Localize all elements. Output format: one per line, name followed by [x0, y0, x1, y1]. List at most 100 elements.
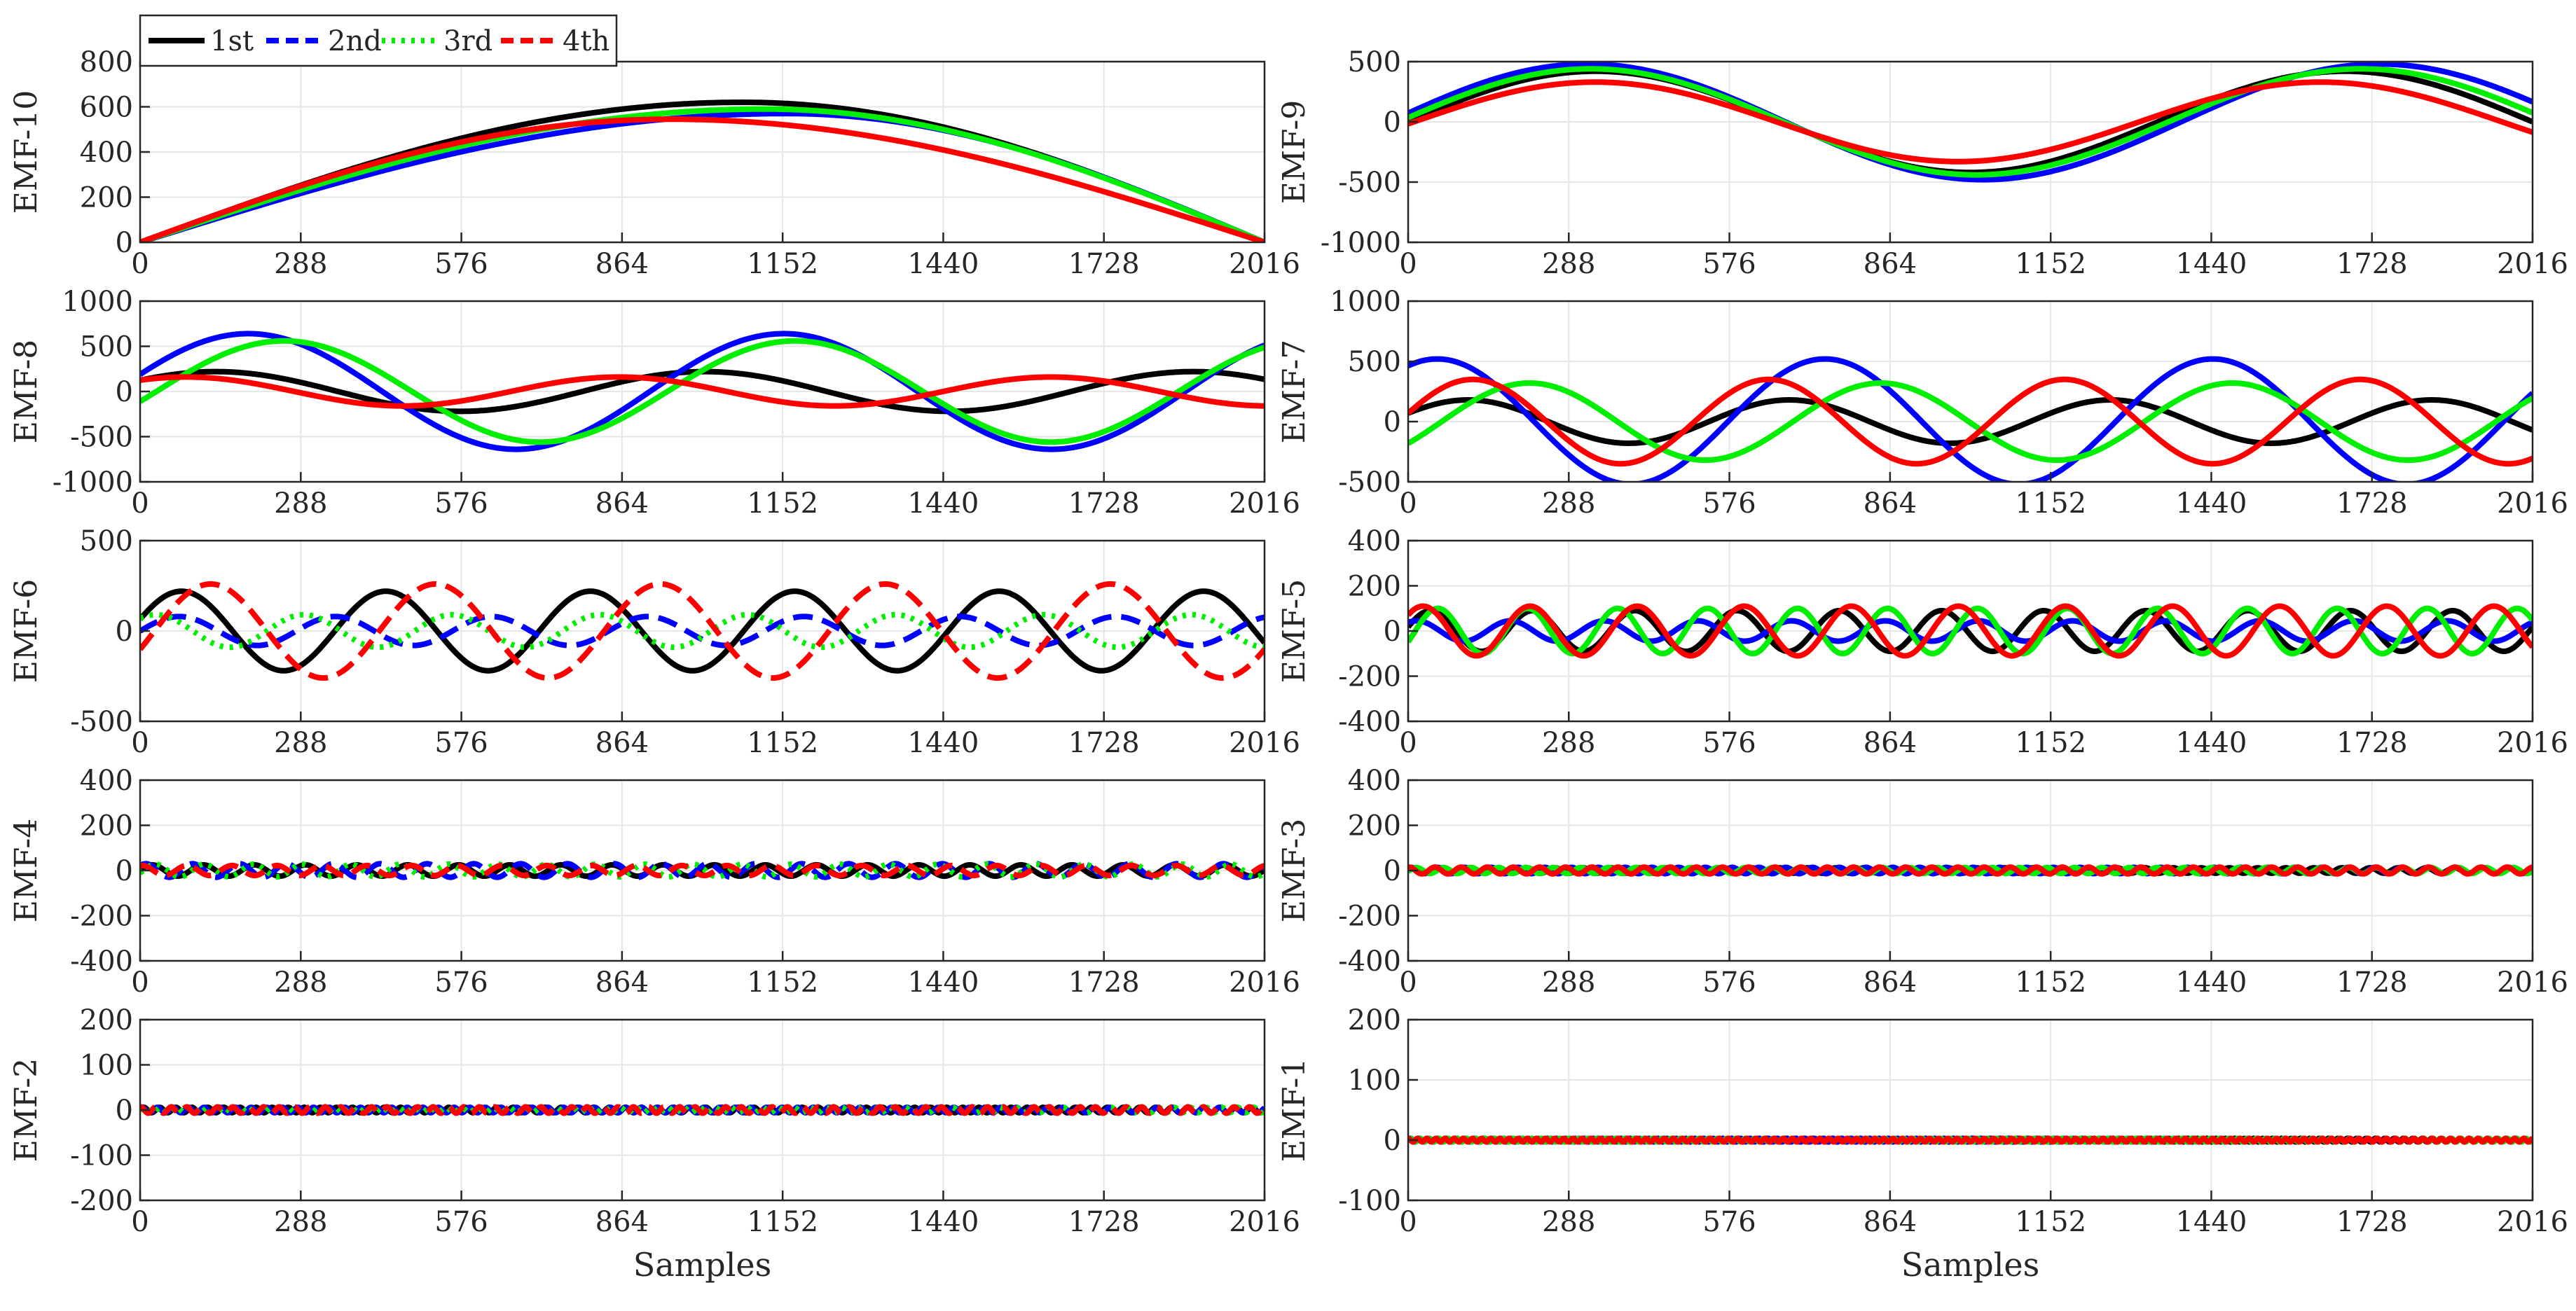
x-tick-label: 576: [1702, 727, 1756, 759]
y-tick-label: 0: [116, 376, 133, 408]
x-tick-label: 1728: [2336, 1206, 2408, 1238]
y-tick-label: 200: [80, 182, 133, 214]
x-tick-label: 864: [1864, 1206, 1917, 1238]
panel-emf2: 0 288 576 864 1152 1440 1728 2016 -200 -100 0 100 20…: [8, 1004, 1300, 1284]
x-tick-label: 0: [1399, 727, 1417, 759]
y-tick-label: 400: [80, 137, 133, 169]
x-tick-label: 1728: [1068, 727, 1140, 759]
y-tick-label: -500: [70, 706, 133, 738]
x-tick-label: 1152: [2015, 966, 2086, 999]
x-tick-label: 288: [274, 1206, 327, 1238]
y-tick-label: 200: [80, 810, 133, 842]
y-tick-label: -1000: [53, 466, 133, 499]
x-tick-label: 288: [274, 727, 327, 759]
x-tick-label: 288: [1542, 727, 1595, 759]
panel-emf3: 0 288 576 864 1152 1440 1728 2016 -400 -200 0 200 40…: [1276, 765, 2568, 999]
x-tick-label: 576: [1702, 966, 1756, 999]
x-tick-label: 0: [1399, 966, 1417, 999]
series-line-4th: [140, 1104, 1265, 1116]
series-line-4th: [140, 581, 1265, 681]
series-line-4th: [1408, 864, 2533, 877]
x-tick-label: 0: [1399, 248, 1417, 280]
y-tick-label: 0: [1384, 855, 1401, 887]
x-tick-label: 1440: [2176, 966, 2247, 999]
y-tick-label: 800: [80, 46, 133, 78]
y-tick-label: -100: [70, 1140, 133, 1172]
y-tick-label: -500: [1338, 167, 1401, 199]
y-tick-label: 0: [1384, 106, 1401, 139]
series-line-2nd: [1408, 62, 2533, 183]
y-tick-label: 500: [1348, 46, 1401, 78]
series-line-1st: [140, 588, 1265, 674]
series-line-2nd: [1408, 618, 2533, 644]
x-tick-label: 0: [131, 248, 149, 280]
x-tick-label: 1152: [2015, 487, 2086, 520]
x-tick-label: 0: [1399, 487, 1417, 520]
x-tick-label: 1440: [2176, 1206, 2247, 1238]
x-tick-label: 1152: [747, 487, 818, 520]
x-tick-label: 1728: [2336, 966, 2408, 999]
x-tick-label: 864: [1864, 966, 1917, 999]
y-tick-label: -400: [1338, 706, 1401, 738]
x-tick-label: 2016: [1229, 966, 1300, 999]
y-axis-label: EMF-8: [8, 340, 44, 444]
y-tick-label: 0: [116, 616, 133, 648]
x-tick-label: 0: [131, 1206, 149, 1238]
x-tick-label: 1728: [1068, 487, 1140, 520]
panel-emf5: 0 288 576 864 1152 1440 1728 2016 -400 -200 0 200 40…: [1276, 525, 2568, 759]
x-tick-label: 2016: [2497, 966, 2568, 999]
x-tick-label: 1728: [2336, 487, 2408, 520]
y-tick-label: -500: [70, 422, 133, 454]
x-tick-label: 0: [131, 487, 149, 520]
x-tick-label: 864: [595, 1206, 649, 1238]
y-tick-label: 200: [1348, 571, 1401, 603]
x-tick-label: 1152: [747, 727, 818, 759]
x-tick-label: 864: [1864, 248, 1917, 280]
y-axis-label: EMF-5: [1276, 579, 1312, 684]
y-tick-label: 0: [116, 1095, 133, 1127]
x-tick-label: 1440: [2176, 727, 2247, 759]
legend-label-3rd: 3rd: [443, 25, 493, 57]
legend-label-4th: 4th: [563, 25, 609, 57]
series-line-2nd: [1408, 356, 2533, 482]
x-tick-label: 1152: [747, 966, 818, 999]
y-tick-label: -200: [1338, 661, 1401, 693]
x-tick-label: 1440: [908, 1206, 979, 1238]
x-tick-label: 2016: [1229, 248, 1300, 280]
x-tick-label: 1152: [747, 248, 818, 280]
x-axis-label: Samples: [1901, 1246, 2040, 1284]
y-axis-label: EMF-7: [1276, 340, 1312, 444]
series-line-3rd: [1408, 66, 2533, 178]
y-tick-label: 0: [116, 855, 133, 887]
x-tick-label: 864: [1864, 727, 1917, 759]
y-axis-label: EMF-3: [1276, 819, 1312, 923]
series-line-4th: [140, 116, 1265, 242]
x-tick-label: 2016: [2497, 1206, 2568, 1238]
x-tick-label: 1728: [2336, 248, 2408, 280]
x-tick-label: 1440: [908, 248, 979, 280]
y-tick-label: 500: [1348, 346, 1401, 378]
x-tick-label: 576: [434, 487, 488, 520]
x-tick-label: 1440: [2176, 487, 2247, 520]
y-tick-label: -400: [1338, 945, 1401, 978]
x-tick-label: 288: [274, 487, 327, 520]
legend-label-1st: 1st: [210, 25, 254, 57]
series-line-4th: [1408, 603, 2533, 659]
panel-emf10: 0 288 576 864 1152 1440 1728 2016 0 200 400 600 800 E…: [8, 46, 1300, 280]
y-tick-label: 1000: [62, 286, 133, 318]
y-tick-label: 400: [80, 765, 133, 797]
axes-box: [1407, 300, 2534, 483]
axes-box: [1407, 1018, 2534, 1202]
y-tick-label: -400: [70, 945, 133, 978]
legend-box: [139, 14, 618, 67]
y-tick-label: 100: [80, 1050, 133, 1082]
y-tick-label: -200: [70, 901, 133, 933]
y-tick-label: 200: [1348, 1004, 1401, 1036]
x-tick-label: 864: [1864, 487, 1917, 520]
series-line-4th: [1408, 376, 2533, 467]
x-tick-label: 288: [1542, 1206, 1595, 1238]
panel-emf9: 0 288 576 864 1152 1440 1728 2016 -1000 -500 0 500 E…: [1276, 46, 2568, 280]
x-tick-label: 1440: [908, 487, 979, 520]
y-tick-label: -200: [70, 1185, 133, 1217]
